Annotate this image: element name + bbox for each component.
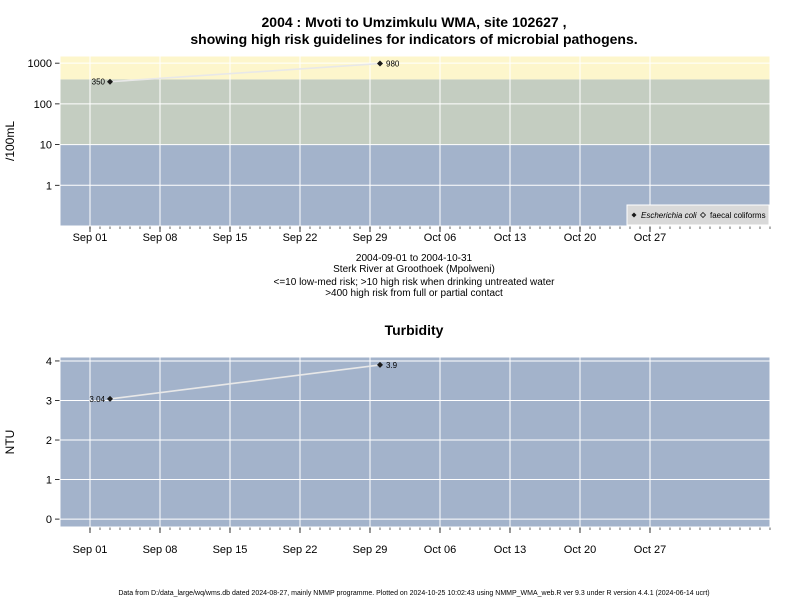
series-line	[109, 62, 381, 83]
x-tick-label: Sep 29	[353, 544, 388, 556]
legend-label: Escherichia coli	[641, 211, 697, 220]
x-tick-label: Sep 15	[213, 544, 248, 556]
risk-band-3	[60, 56, 770, 80]
site-label: Sterk River at Groothoek (Mpolweni)	[333, 264, 495, 275]
x-tick-label: Oct 27	[634, 544, 666, 556]
footer-note: Data from D:/data_large/wq/wms.db dated …	[118, 590, 709, 597]
x-tick-label: Sep 29	[353, 232, 388, 244]
guideline-label-2: >400 high risk from full or partial cont…	[325, 288, 503, 299]
data-point	[377, 361, 383, 368]
legend-marker-open	[699, 211, 707, 219]
y-tick-label: 4	[46, 356, 52, 368]
data-label: 3.04	[89, 395, 105, 404]
x-tick-label: Oct 20	[564, 544, 596, 556]
y-axis-title: /100mL	[3, 121, 17, 161]
chart-title-line2: showing high risk guidelines for indicat…	[190, 31, 637, 47]
risk-band-2	[60, 79, 770, 145]
plot-frame	[59, 356, 771, 528]
x-tick-label: Sep 01	[73, 232, 108, 244]
x-tick-label: Sep 08	[143, 544, 178, 556]
data-point	[107, 395, 113, 402]
x-tick-label: Oct 06	[424, 232, 456, 244]
x-tick-label: Oct 20	[564, 232, 596, 244]
y-tick-label: 1	[46, 180, 52, 192]
legend-box	[626, 204, 770, 226]
x-tick-label: Sep 08	[143, 232, 178, 244]
y-axis-title: NTU	[3, 430, 17, 455]
legend-marker-filled	[631, 212, 637, 218]
legend-label: faecal coliforms	[710, 211, 766, 220]
y-tick-label: 1000	[28, 58, 52, 70]
y-tick-label: 1	[46, 475, 52, 487]
data-point	[107, 78, 113, 85]
date-range-label: 2004-09-01 to 2004-10-31	[356, 253, 473, 264]
data-label: 3.9	[386, 361, 398, 370]
x-tick-label: Oct 06	[424, 544, 456, 556]
turbidity-panel: 0 1 2 3 4 NTU Sep 01 Sep 08 Sep 15 Sep 22 Sep 29 Oc…	[3, 356, 771, 556]
data-point	[377, 60, 383, 67]
data-label: 350	[92, 78, 106, 87]
y-tick-label: 2	[46, 435, 52, 447]
chart-title-line1: 2004 : Mvoti to Umzimkulu WMA, site 1026…	[262, 14, 567, 30]
y-tick-label: 3	[46, 395, 52, 407]
y-tick-label: 100	[34, 99, 52, 111]
ecoli-panel: 1 10 100 1000/100mL Sep 01 Sep 08 Sep 15 Sep 22…	[3, 55, 771, 244]
x-tick-label: Oct 13	[494, 544, 526, 556]
x-tick-label: Oct 13	[494, 232, 526, 244]
plot-frame	[59, 55, 771, 227]
guideline-label-1: <=10 low-med risk; >10 high risk when dr…	[274, 277, 556, 288]
y-tick-label: 10	[40, 140, 52, 152]
x-tick-label: Sep 22	[283, 544, 318, 556]
risk-band-1	[60, 357, 770, 527]
x-tick-label: Oct 27	[634, 232, 666, 244]
turbidity-title: Turbidity	[385, 322, 444, 338]
x-tick-label: Sep 22	[283, 232, 318, 244]
y-tick-label: 0	[46, 514, 52, 526]
series-line	[109, 364, 381, 400]
x-tick-label: Sep 15	[213, 232, 248, 244]
x-tick-label: Sep 01	[73, 544, 108, 556]
data-label: 980	[386, 60, 400, 69]
